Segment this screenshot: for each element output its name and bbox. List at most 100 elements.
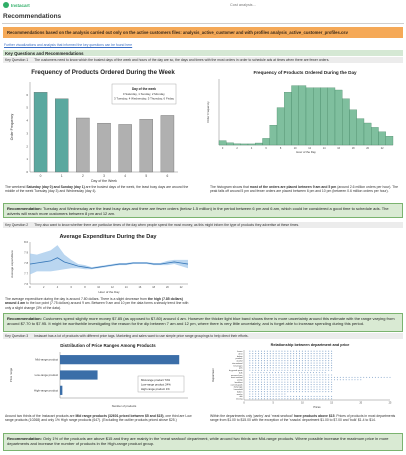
bar-hour-0 xyxy=(218,140,227,146)
scatter-point xyxy=(258,364,260,367)
scatter-point xyxy=(298,374,301,376)
x-tick-label: 20 xyxy=(359,402,362,405)
chart-legend-box xyxy=(111,83,177,105)
scatter-point xyxy=(351,379,353,381)
scatter-point xyxy=(319,374,321,376)
scatter-point xyxy=(310,388,312,390)
chart-title: Distribution of Price Ranges Among Produ… xyxy=(60,343,156,348)
scatter-point xyxy=(255,386,257,388)
x-axis-label: Prices xyxy=(313,405,321,409)
scatter-point xyxy=(255,367,257,369)
x-tick-label: 10 xyxy=(294,147,297,150)
scatter-point xyxy=(258,393,260,395)
scatter-point xyxy=(278,364,280,367)
scatter-point xyxy=(258,376,260,378)
scatter-point xyxy=(328,364,330,367)
scatter-point xyxy=(296,388,298,390)
scatter-point xyxy=(331,374,333,376)
scatter-point xyxy=(304,383,306,386)
scatter-point xyxy=(260,393,263,395)
scatter-point xyxy=(278,395,280,397)
scatter-point xyxy=(272,367,274,369)
y-tick-label: dry goods pasta xyxy=(229,369,243,372)
y-tick-label: 2 xyxy=(26,144,28,148)
scatter-point xyxy=(260,388,263,390)
scatter-point xyxy=(310,350,312,352)
scatter-point xyxy=(260,353,263,355)
scatter-point xyxy=(260,369,263,371)
scatter-point xyxy=(304,379,306,381)
scatter-point xyxy=(263,395,265,397)
scatter-point xyxy=(252,367,254,369)
bar-hour-13 xyxy=(313,87,321,146)
scatter-point xyxy=(325,364,327,367)
scatter-point xyxy=(319,381,321,383)
y-tick-label: babies xyxy=(237,391,243,393)
scatter-point xyxy=(307,353,309,355)
scatter-point xyxy=(287,355,289,357)
scatter-point xyxy=(252,386,254,388)
scatter-point xyxy=(275,376,277,378)
scatter-point xyxy=(260,379,263,381)
scatter-point xyxy=(281,381,283,383)
scatter-point xyxy=(269,353,271,355)
chart-legend-box xyxy=(137,375,185,393)
scatter-point xyxy=(258,367,260,369)
scatter-point xyxy=(313,367,315,369)
scatter-point xyxy=(275,398,277,400)
scatter-point xyxy=(313,388,315,390)
chart-title: Relationship between department and pric… xyxy=(271,343,350,347)
scatter-point xyxy=(316,355,318,357)
scatter-point xyxy=(293,360,295,362)
scatter-point xyxy=(290,364,292,367)
scatter-point xyxy=(354,379,356,381)
scatter-point xyxy=(284,386,286,388)
scatter-point xyxy=(249,379,251,381)
scatter-point xyxy=(249,381,251,383)
x-tick-label: 22 xyxy=(180,286,183,289)
app-logo[interactable]: Instacart xyxy=(3,2,30,8)
scatter-point xyxy=(249,374,251,376)
bar-hour-14 xyxy=(320,87,328,146)
scatter-point xyxy=(266,395,268,397)
scatter-point xyxy=(290,367,292,369)
scatter-point xyxy=(252,364,254,367)
scatter-point xyxy=(263,355,265,357)
y-tick-label: 4 xyxy=(26,119,28,123)
scatter-point xyxy=(298,357,301,359)
scatter-point xyxy=(275,353,277,355)
y-tick-label: 0 xyxy=(26,170,28,174)
scatter-point xyxy=(322,395,324,397)
scatter-point xyxy=(287,360,289,362)
bar-day-3 xyxy=(97,122,111,173)
scatter-point xyxy=(313,353,315,355)
scatter-point xyxy=(258,383,260,386)
scatter-point xyxy=(304,350,306,352)
bar-hour-3 xyxy=(240,143,249,146)
scatter-point xyxy=(284,395,286,397)
expenditure-analysis-text: The average expenditure during the day i… xyxy=(5,297,195,310)
y-tick-label: international xyxy=(232,362,243,365)
scatter-point xyxy=(307,398,309,400)
scatter-point xyxy=(293,386,295,388)
scatter-point xyxy=(313,369,315,371)
x-tick-label: 22 xyxy=(381,147,384,150)
scatter-point xyxy=(278,357,280,359)
y-tick-label: beverages xyxy=(234,364,243,367)
scatter-point xyxy=(287,376,289,378)
scatter-point xyxy=(281,398,283,400)
scatter-point xyxy=(281,357,283,359)
scatter-point xyxy=(316,357,318,359)
bar-hour-15 xyxy=(327,87,336,146)
scatter-point xyxy=(310,355,312,357)
bar-hour-2 xyxy=(233,143,241,146)
scatter-point xyxy=(252,350,254,352)
scatter-point xyxy=(307,383,309,386)
scatter-point xyxy=(293,364,295,367)
scatter-point xyxy=(263,367,265,369)
scatter-point xyxy=(313,362,315,364)
file-name[interactable]: Cost analysis... xyxy=(230,3,256,7)
visualizations-link[interactable]: Further visualizations and analysis that… xyxy=(4,43,133,47)
scatter-point xyxy=(328,379,330,381)
y-tick-label: Low-range product xyxy=(35,373,59,377)
